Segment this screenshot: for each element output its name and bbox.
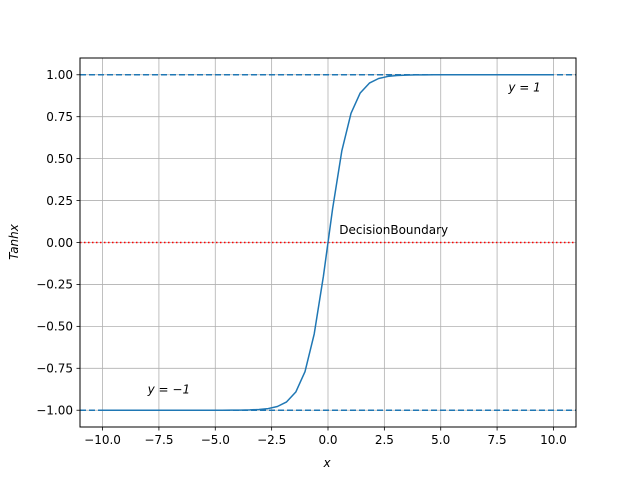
x-tick-label: 10.0: [540, 433, 567, 447]
x-tick-label: 5.0: [431, 433, 450, 447]
annotations: y = 1 y = −1 DecisionBoundary: [147, 81, 541, 397]
y-tick-label: −1.00: [36, 404, 73, 418]
x-tick-label: −10.0: [84, 433, 121, 447]
y-tick-label: 1.00: [46, 68, 73, 82]
y-tick-label: −0.75: [36, 362, 73, 376]
y-axis-label: Tanhx: [7, 223, 21, 260]
y-tick-label: 0.00: [46, 236, 73, 250]
x-tick-label: −7.5: [144, 433, 173, 447]
x-tick-label: 0.0: [318, 433, 337, 447]
ticks: −10.0 −7.5 −5.0 −2.5 0.0 2.5 5.0 7.5 10.0 −1.00 −0…: [36, 68, 567, 447]
x-tick-label: −5.0: [201, 433, 230, 447]
tanh-series-line: [102, 74, 554, 411]
series-layer: [102, 74, 554, 411]
y-tick-label: −0.50: [36, 320, 73, 334]
x-axis-label: x: [322, 456, 331, 470]
annotation-label: y = −1: [147, 382, 190, 396]
y-tick-label: 0.50: [46, 152, 73, 166]
y-tick-label: 0.25: [46, 194, 73, 208]
x-tick-label: −2.5: [257, 433, 286, 447]
x-tick-label: 7.5: [488, 433, 507, 447]
annotation-label: DecisionBoundary: [339, 223, 448, 237]
annotation-label: y = 1: [507, 81, 540, 95]
y-tick-label: 0.75: [46, 110, 73, 124]
x-tick-label: 2.5: [375, 433, 394, 447]
y-tick-label: −0.25: [36, 278, 73, 292]
